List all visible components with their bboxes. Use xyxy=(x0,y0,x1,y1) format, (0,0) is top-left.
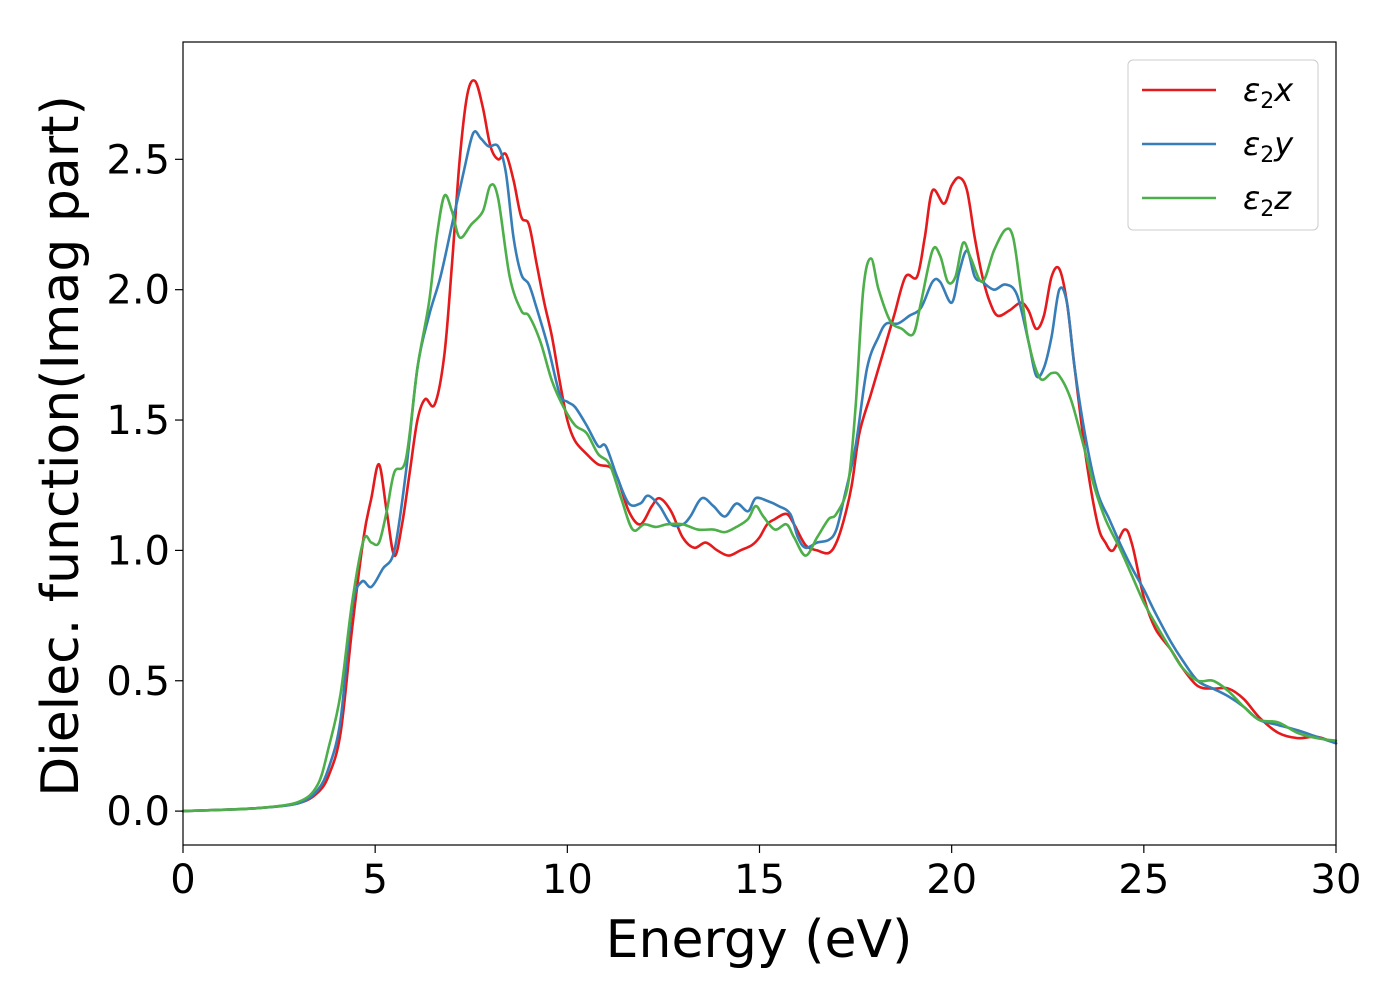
x-ticks: 0 5 10 15 20 25 30 xyxy=(170,845,1361,903)
x-axis-label: Energy (eV) xyxy=(606,910,913,970)
series-line-2 xyxy=(181,183,1338,813)
y-tick-label: 2.0 xyxy=(106,268,170,314)
y-tick-label: 1.5 xyxy=(106,398,170,444)
y-tick-label: 2.5 xyxy=(106,137,170,183)
y-tick-label: 1.0 xyxy=(106,528,170,574)
legend-label-2: ε2z xyxy=(1243,179,1292,222)
x-tick-label: 15 xyxy=(734,857,785,903)
series-line-1 xyxy=(181,130,1338,813)
y-ticks: 0.0 0.5 1.0 1.5 2.0 2.5 xyxy=(106,137,183,835)
x-tick-label: 0 xyxy=(170,857,195,903)
x-tick-label: 25 xyxy=(1118,857,1169,903)
y-tick-label: 0.0 xyxy=(106,789,170,835)
legend: ε2x ε2y ε2z xyxy=(1127,59,1319,231)
x-tick-label: 30 xyxy=(1311,857,1362,903)
series-line-0 xyxy=(181,79,1338,813)
series-layer xyxy=(181,79,1338,813)
y-tick-label: 0.5 xyxy=(106,659,170,705)
y-axis-label: Dielec. function(Imag part) xyxy=(31,95,91,797)
legend-label-0: ε2x xyxy=(1243,71,1294,114)
legend-box xyxy=(1127,59,1319,231)
legend-label-1: ε2y xyxy=(1243,125,1294,168)
x-tick-label: 20 xyxy=(926,857,977,903)
x-tick-label: 10 xyxy=(542,857,593,903)
x-tick-label: 5 xyxy=(362,857,387,903)
